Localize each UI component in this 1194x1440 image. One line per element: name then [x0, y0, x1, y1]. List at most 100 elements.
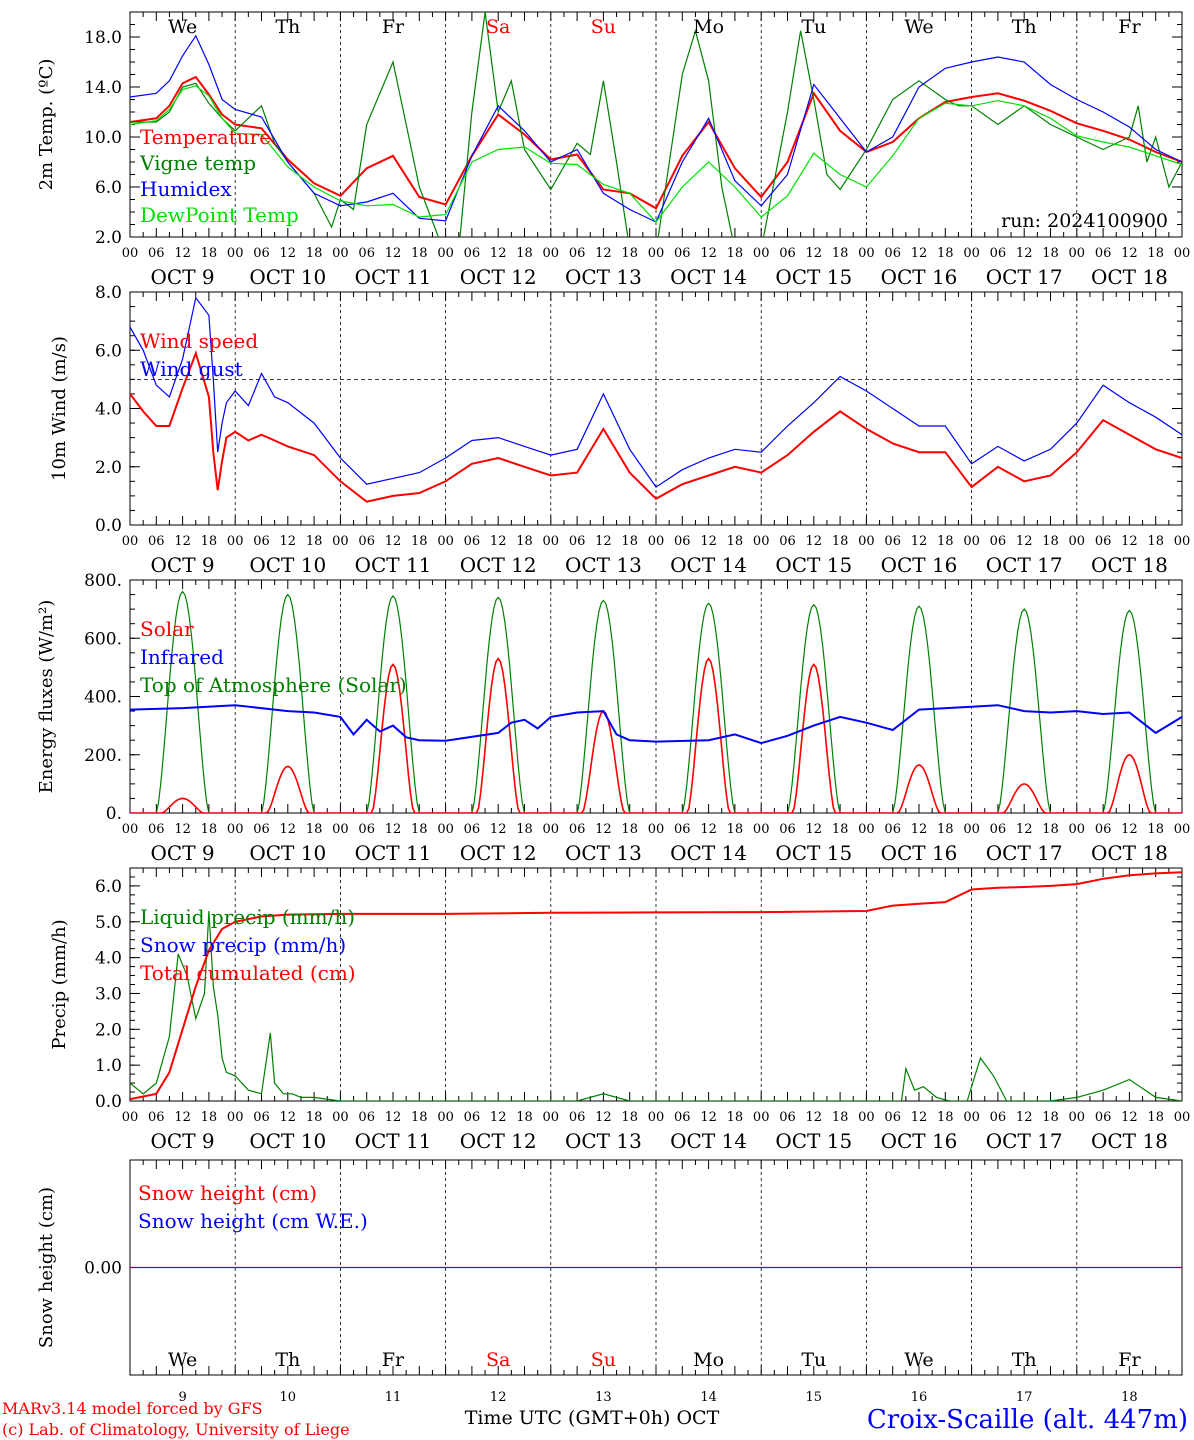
hour-label: 00: [543, 1110, 560, 1125]
hour-label: 00: [963, 534, 980, 549]
series-group-4: [130, 871, 1182, 1101]
hour-label: 18: [621, 534, 638, 549]
hour-label: 12: [806, 246, 823, 261]
hour-label: 00: [227, 534, 244, 549]
date-label: OCT 18: [1091, 1129, 1168, 1153]
hour-label: 00: [543, 822, 560, 837]
date-label: OCT 17: [986, 1129, 1063, 1153]
hour-label: 12: [700, 534, 717, 549]
hour-label: 00: [437, 1110, 454, 1125]
hour-label: 06: [569, 246, 586, 261]
hour-label: 18: [937, 534, 954, 549]
hour-label: 06: [779, 1110, 796, 1125]
y-tick-label: 200.: [84, 746, 122, 766]
day-number-label: 16: [911, 1390, 928, 1405]
legend-entry: Snow height (cm W.E.): [138, 1209, 368, 1233]
hour-label: 18: [1042, 1110, 1059, 1125]
hour-label: 12: [385, 534, 402, 549]
hour-label: 12: [174, 246, 191, 261]
hour-label: 06: [148, 1110, 165, 1125]
y-tick-label: 0.00: [84, 1259, 122, 1279]
hour-label: 00: [858, 822, 875, 837]
hour-label: 06: [253, 822, 270, 837]
temperature-line: [130, 75, 1182, 210]
y-tick-label: 3.0: [95, 984, 122, 1004]
y-tick-label: 4.0: [95, 949, 122, 969]
date-label: OCT 15: [775, 553, 852, 577]
hour-label: 18: [411, 822, 428, 837]
hour-label: 00: [648, 1110, 665, 1125]
date-label: OCT 15: [775, 265, 852, 289]
date-label: OCT 10: [249, 1129, 326, 1153]
weekday-label-top: Sa: [486, 16, 510, 38]
date-label: OCT 9: [151, 841, 215, 865]
weekday-label-bottom: We: [904, 1349, 933, 1371]
hour-label: 12: [1121, 534, 1138, 549]
day-number-label: 13: [595, 1390, 612, 1405]
weekday-label-bottom: We: [168, 1349, 197, 1371]
hour-label: 00: [332, 822, 349, 837]
hour-label: 00: [858, 534, 875, 549]
hour-label: 06: [464, 246, 481, 261]
y-tick-label: 1.0: [95, 1056, 122, 1076]
date-label: OCT 11: [355, 841, 432, 865]
weekday-label-bottom: Tu: [801, 1349, 826, 1371]
y-axis-label: Energy fluxes (W/m²): [36, 600, 57, 794]
weekday-label-bottom: Fr: [1118, 1349, 1141, 1371]
legend-entry: Vigne temp: [139, 151, 256, 175]
hour-label: 18: [411, 534, 428, 549]
hour-label: 06: [358, 1110, 375, 1125]
hour-label: 18: [727, 822, 744, 837]
hour-label: 06: [253, 534, 270, 549]
weekday-label-top: Tu: [801, 16, 826, 38]
hour-label: 12: [700, 822, 717, 837]
weekday-label-top: We: [904, 16, 933, 38]
weekday-label-top: Fr: [382, 16, 405, 38]
hour-label: 18: [201, 822, 218, 837]
date-label: OCT 18: [1091, 553, 1168, 577]
hour-label: 06: [148, 534, 165, 549]
legend-entry: Wind gust: [140, 357, 243, 381]
hour-label: 00: [648, 822, 665, 837]
date-label: OCT 15: [775, 1129, 852, 1153]
y-tick-label: 5.0: [95, 913, 122, 933]
dewpoint-temp-line: [130, 85, 1182, 223]
weekday-label-top: Th: [1012, 16, 1037, 38]
hour-label: 00: [122, 822, 139, 837]
hour-label: 12: [490, 246, 507, 261]
y-axis-label: 10m Wind (m/s): [49, 336, 70, 481]
date-label: OCT 11: [355, 553, 432, 577]
date-label: OCT 13: [565, 265, 642, 289]
hour-label: 00: [1174, 1110, 1191, 1125]
hour-label: 00: [437, 246, 454, 261]
hour-label: 18: [727, 246, 744, 261]
date-label: OCT 14: [670, 1129, 747, 1153]
hour-label: 18: [201, 1110, 218, 1125]
weekday-label-top: Mo: [693, 16, 724, 38]
hour-label: 06: [990, 822, 1007, 837]
date-label: OCT 11: [355, 265, 432, 289]
hour-label: 06: [779, 534, 796, 549]
date-label: OCT 13: [565, 841, 642, 865]
weekday-label-bottom: Sa: [486, 1349, 510, 1371]
hour-label: 18: [621, 1110, 638, 1125]
hour-label: 06: [674, 1110, 691, 1125]
hour-label: 12: [1016, 246, 1033, 261]
hour-label: 12: [806, 534, 823, 549]
hour-label: 00: [227, 1110, 244, 1125]
hour-label: 18: [1147, 1110, 1164, 1125]
date-label: OCT 17: [986, 553, 1063, 577]
hour-label: 12: [806, 1110, 823, 1125]
weekday-label-top: Th: [275, 16, 300, 38]
hour-label: 18: [1042, 246, 1059, 261]
hour-label: 00: [753, 1110, 770, 1125]
date-label: OCT 12: [460, 1129, 537, 1153]
hour-label: 00: [332, 1110, 349, 1125]
weekday-label-bottom: Fr: [382, 1349, 405, 1371]
y-tick-label: 10.0: [84, 128, 122, 148]
hour-label: 12: [280, 1110, 297, 1125]
hour-label: 06: [674, 822, 691, 837]
x-axis-title: Time UTC (GMT+0h) OCT: [465, 1407, 720, 1429]
hour-label: 18: [727, 534, 744, 549]
series-group-1: [130, 12, 1182, 237]
